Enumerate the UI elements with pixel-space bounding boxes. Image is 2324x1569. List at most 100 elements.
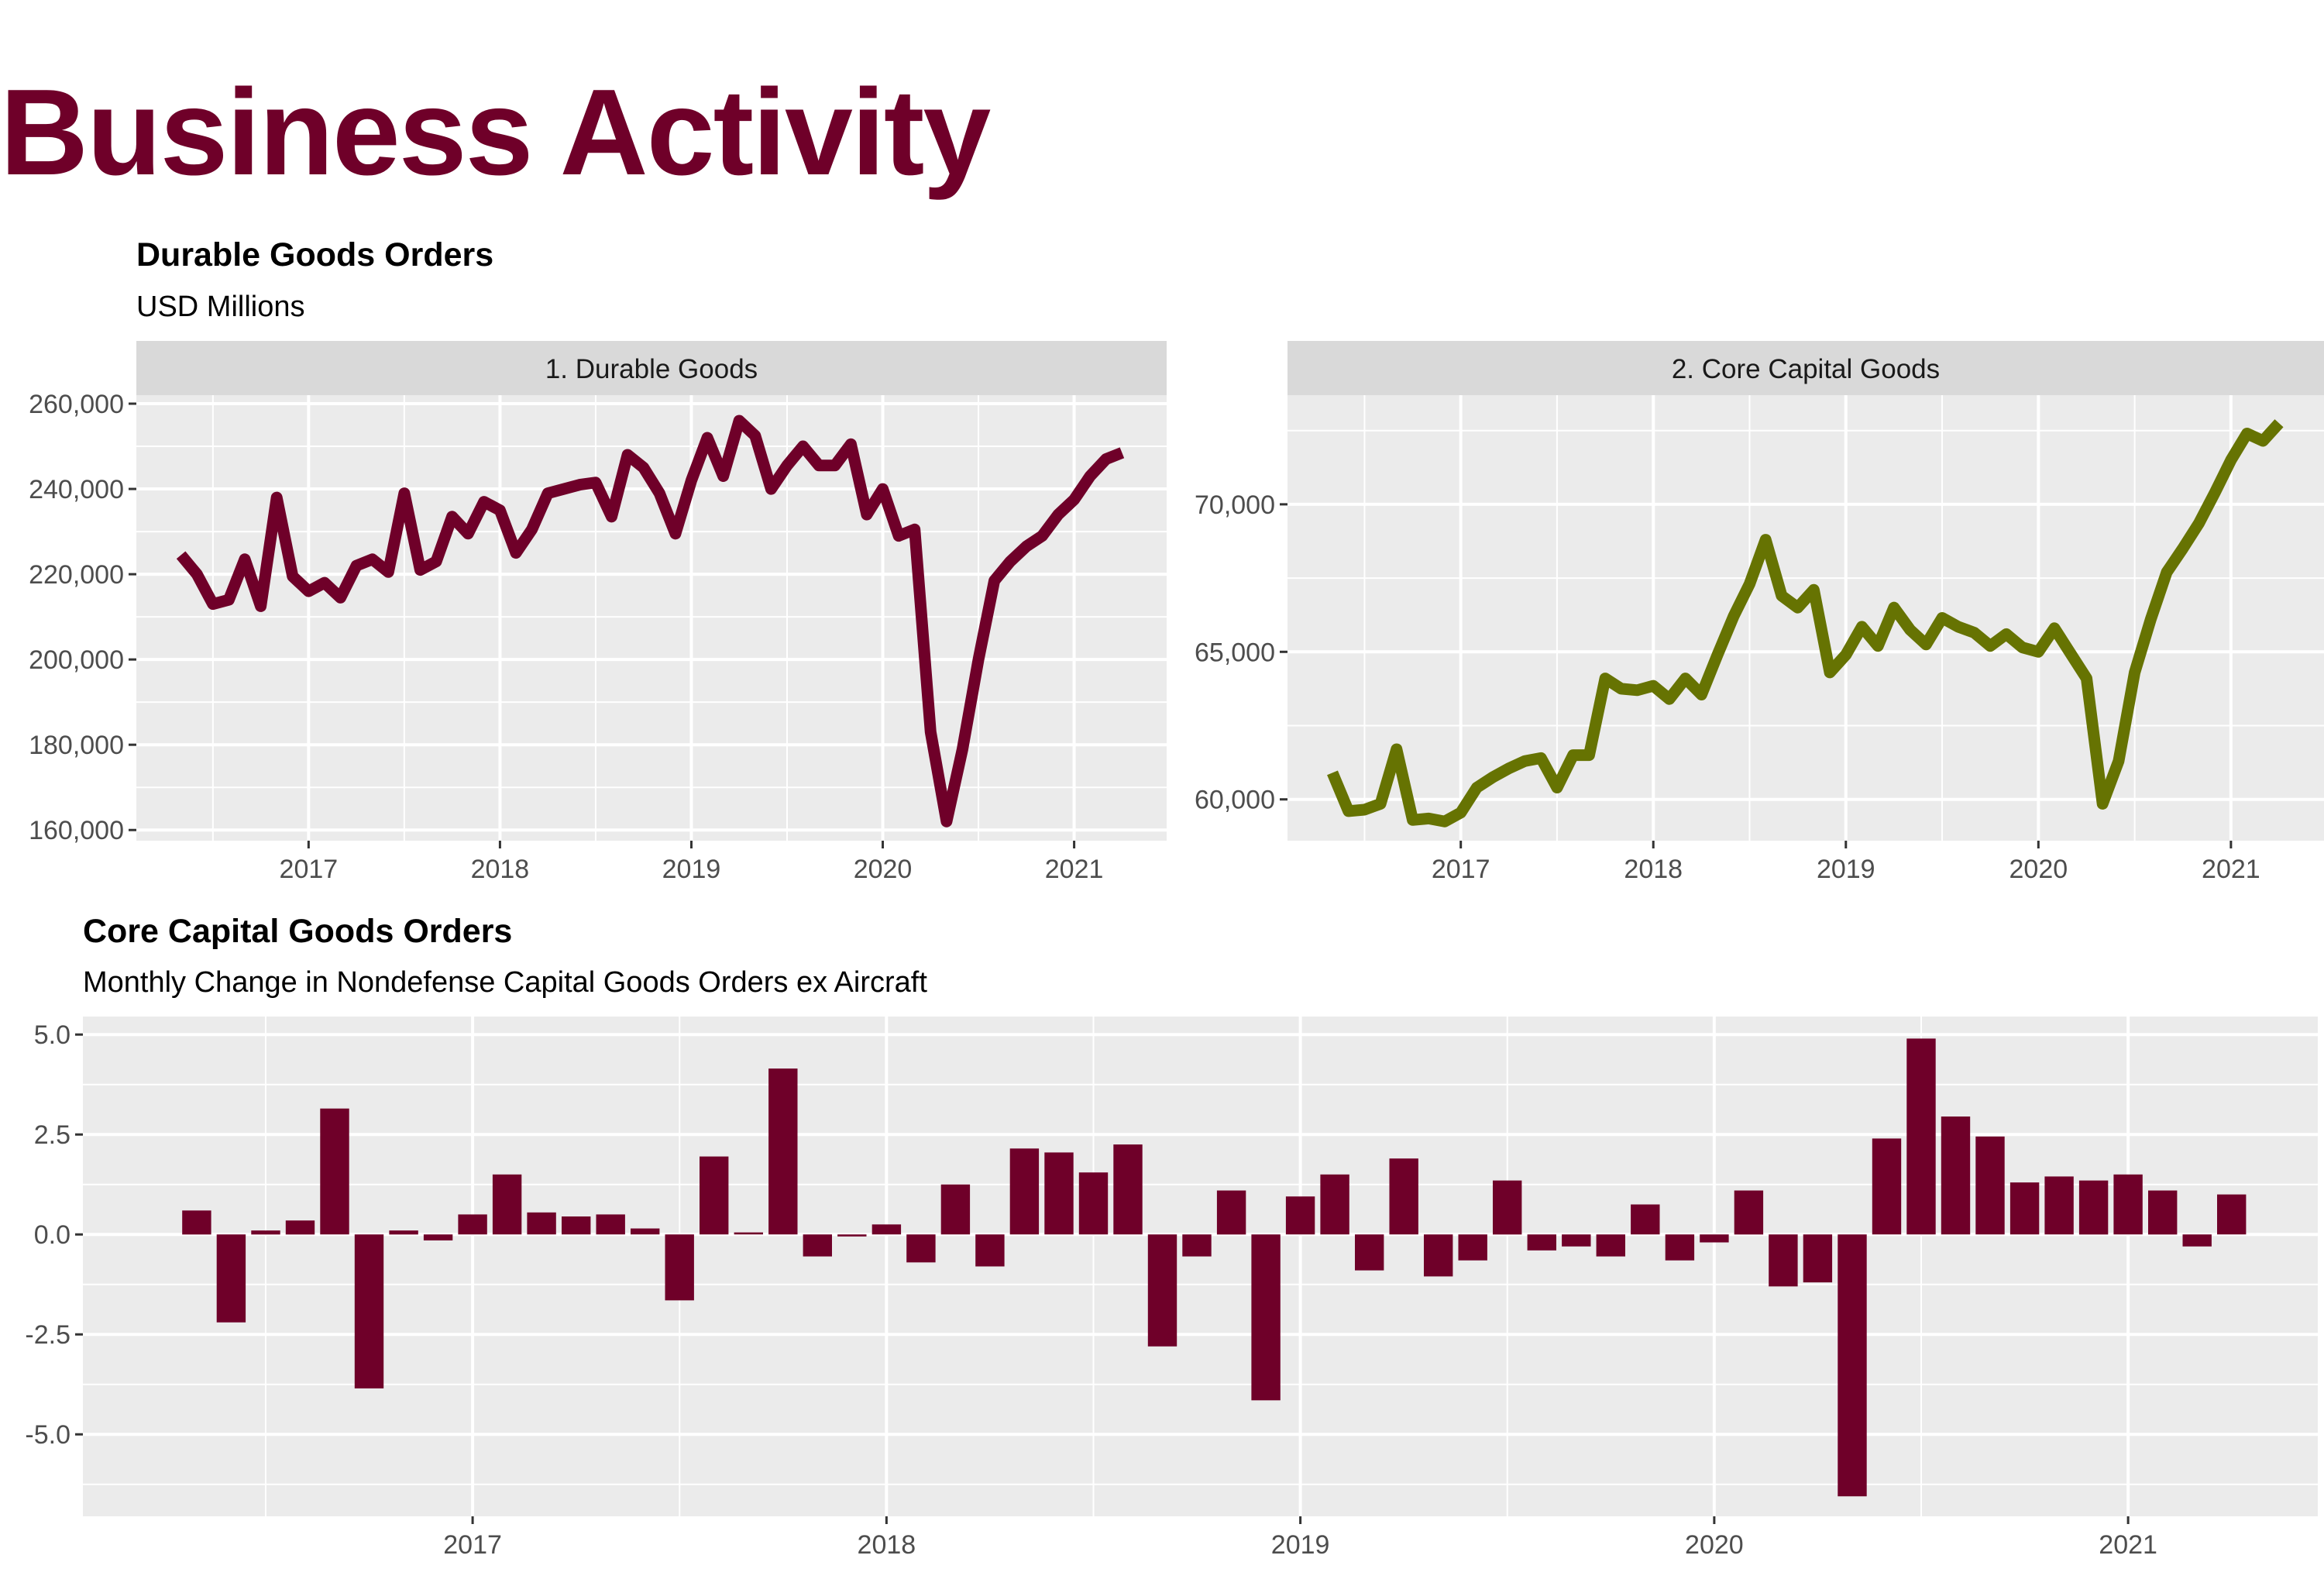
y-tick-label: 60,000	[1195, 786, 1275, 815]
line-series	[176, 415, 1125, 828]
bar	[975, 1234, 1005, 1267]
bar	[1009, 1148, 1040, 1235]
y-axis: -5.0 -2.5 0.0 2.5 5.0	[25, 1020, 83, 1450]
bar	[1078, 1172, 1109, 1235]
bar	[251, 1230, 280, 1235]
bar	[1493, 1180, 1522, 1235]
bar	[458, 1214, 487, 1235]
bar	[803, 1234, 832, 1257]
bar	[665, 1234, 694, 1301]
bar	[1355, 1234, 1384, 1271]
y-tick-label: 5.0	[34, 1020, 70, 1050]
bar	[1562, 1234, 1591, 1247]
bar	[871, 1224, 902, 1235]
y-tick-label: 70,000	[1195, 490, 1275, 520]
bar	[768, 1068, 798, 1235]
series-line	[1327, 419, 2284, 828]
y-tick-label: 220,000	[29, 560, 124, 590]
facet-strip	[1287, 341, 2324, 395]
y-tick-label: 260,000	[29, 390, 124, 419]
y-tick-label: -5.0	[25, 1420, 70, 1450]
bar	[631, 1228, 660, 1235]
x-tick-label: 2018	[1624, 855, 1683, 884]
x-tick-label: 2019	[1817, 855, 1875, 884]
x-tick-label: 2020	[854, 855, 913, 884]
x-tick-label: 2019	[1271, 1530, 1330, 1560]
bar	[562, 1216, 591, 1235]
bar	[389, 1230, 418, 1235]
bar	[1906, 1038, 1936, 1235]
bar	[1182, 1234, 1212, 1257]
bar	[2148, 1190, 2178, 1235]
bar	[1113, 1144, 1143, 1235]
facet-strip-label: 2. Core Capital Goods	[1672, 354, 1940, 384]
bar	[2078, 1180, 2109, 1235]
bar	[734, 1232, 763, 1235]
x-tick-label: 2017	[280, 855, 339, 884]
bar	[527, 1212, 556, 1235]
x-tick-label: 2021	[1045, 855, 1104, 884]
bar	[2044, 1176, 2074, 1235]
x-tick-label: 2017	[1432, 855, 1490, 884]
bar	[1975, 1136, 2005, 1235]
bar-series	[182, 1038, 2247, 1497]
series-line	[176, 415, 1125, 828]
facet-strip	[136, 341, 1167, 395]
bar	[1631, 1204, 1660, 1235]
bar	[354, 1234, 384, 1388]
gridlines	[1287, 395, 2324, 841]
plot-panel	[136, 395, 1167, 841]
plot-panel	[83, 1017, 2318, 1516]
bar	[2217, 1194, 2247, 1235]
bar	[1389, 1158, 1418, 1235]
page-title: Business Activity	[0, 64, 991, 201]
y-tick-label: 65,000	[1195, 638, 1275, 667]
bar	[2113, 1174, 2143, 1235]
y-tick-label: 180,000	[29, 731, 124, 760]
monthly-change-chart: Core Capital Goods Orders Monthly Change…	[25, 913, 2318, 1560]
bar	[216, 1234, 246, 1323]
bar	[1285, 1196, 1315, 1235]
plot-panel	[1287, 395, 2324, 841]
x-tick-label: 2018	[471, 855, 530, 884]
x-tick-label: 2017	[443, 1530, 502, 1560]
bar	[423, 1234, 453, 1240]
bar	[596, 1214, 625, 1235]
gridlines	[83, 1017, 2318, 1516]
chart-subtitle: USD Millions	[136, 291, 304, 323]
bar	[700, 1156, 729, 1235]
x-axis: 2017 2018 2019 2020 2021	[443, 1516, 2157, 1560]
bar	[1700, 1234, 1729, 1243]
y-tick-label: 160,000	[29, 816, 124, 845]
bar	[1596, 1234, 1625, 1257]
bar	[285, 1220, 315, 1235]
bar	[492, 1174, 522, 1235]
x-axis: 2017 2018 2019 2020 2021	[280, 841, 1104, 884]
bar	[1527, 1234, 1556, 1251]
bar	[837, 1234, 867, 1237]
gridlines	[136, 395, 1167, 841]
x-axis: 2017 2018 2019 2020 2021	[1432, 841, 2260, 884]
y-tick-label: 2.5	[34, 1120, 70, 1150]
y-axis: 60,000 65,000 70,000	[1195, 490, 1287, 815]
y-tick-label: -2.5	[25, 1320, 70, 1350]
y-tick-label: 0.0	[34, 1220, 70, 1250]
bar	[320, 1108, 349, 1235]
x-tick-label: 2020	[1685, 1530, 1744, 1560]
y-axis: 160,000 180,000 200,000 220,000 240,000 260,0…	[29, 390, 136, 845]
x-tick-label: 2021	[2202, 855, 2260, 884]
x-tick-label: 2018	[858, 1530, 916, 1560]
bar	[1769, 1234, 1798, 1287]
core-capital-goods-chart: 2. Core Capital Goods 60,000 65,000 70,000…	[1195, 341, 2324, 884]
x-tick-label: 2020	[2009, 855, 2068, 884]
bar	[1838, 1234, 1867, 1497]
chart-title: Durable Goods Orders	[136, 236, 493, 274]
bar	[1665, 1234, 1695, 1261]
bar	[940, 1184, 971, 1235]
bar	[1044, 1152, 1074, 1235]
bar	[2009, 1182, 2040, 1235]
line-series	[1327, 419, 2284, 828]
bar	[1251, 1234, 1281, 1401]
chart-subtitle: Monthly Change in Nondefense Capital Goo…	[83, 966, 927, 999]
